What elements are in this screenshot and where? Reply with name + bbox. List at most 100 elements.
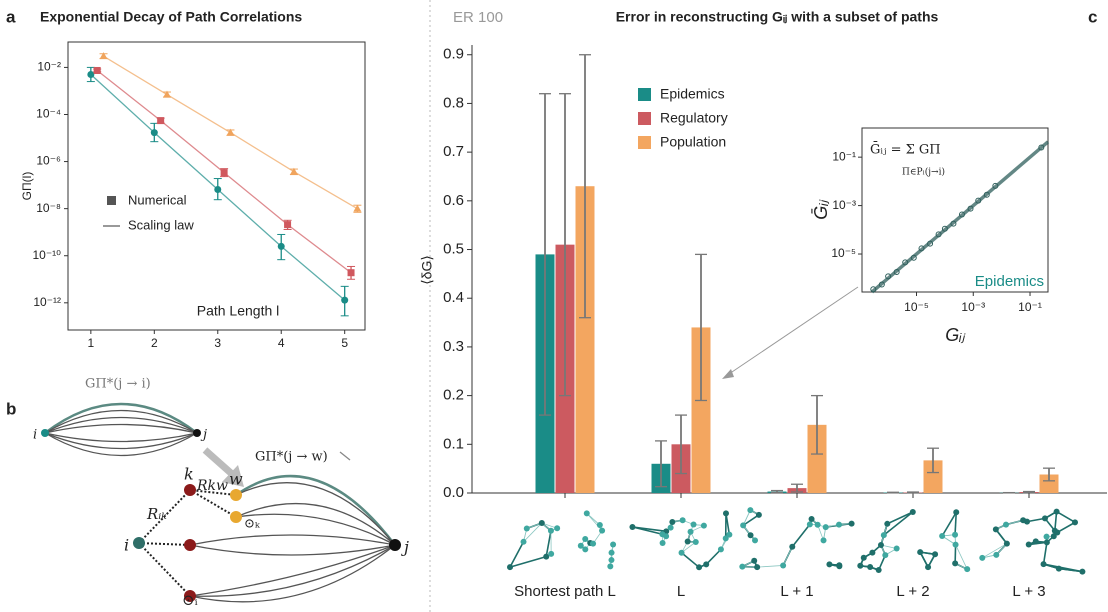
x-tick-label: 10⁻⁵	[904, 300, 929, 314]
scatter-point	[902, 259, 909, 266]
y-tick-label: 0.5	[443, 240, 464, 257]
data-point	[284, 221, 292, 229]
x-tick-label: 4	[278, 336, 285, 350]
data-point	[93, 66, 101, 74]
network-node	[659, 539, 666, 546]
x-tick-label: Shortest path L	[514, 583, 616, 600]
diagram-label: j	[200, 428, 207, 443]
y-axis-label: GΠ(l)	[20, 172, 34, 201]
network-edge	[955, 544, 968, 570]
network-node	[667, 524, 674, 531]
network-edge	[1054, 511, 1058, 531]
network-edge	[705, 548, 722, 565]
diagram-label: Rkw	[196, 478, 228, 494]
scatter-point	[927, 240, 934, 247]
scatter-point	[967, 205, 974, 212]
network-edge	[1056, 510, 1076, 524]
y-tick-label: 10⁻¹⁰	[33, 248, 62, 262]
network-node	[917, 549, 924, 556]
y-tick-label: 0.4	[443, 289, 464, 306]
network-edge	[1056, 521, 1076, 534]
network-node	[1041, 515, 1048, 522]
scatter-point	[935, 231, 942, 238]
network-edge	[782, 546, 793, 566]
diagram-label: GΠ*(j → w)	[255, 450, 328, 465]
network-node	[678, 549, 685, 556]
network-node	[820, 537, 827, 544]
network-node	[722, 535, 729, 542]
network-edge	[509, 555, 547, 568]
network-node	[554, 525, 561, 532]
network-node	[780, 562, 787, 569]
network-edge	[586, 513, 603, 531]
scatter-point	[983, 191, 990, 198]
network-node	[952, 531, 959, 538]
x-tick-label: 3	[214, 336, 221, 350]
network-node	[726, 531, 733, 538]
network-edge	[791, 523, 811, 548]
network-node	[1002, 521, 1009, 528]
network-node	[979, 554, 986, 561]
diagram-label: j	[401, 538, 409, 557]
network-node	[583, 510, 590, 517]
y-tick-label: 10⁻⁶	[36, 154, 61, 168]
network-node	[690, 521, 697, 528]
x-tick-label: L	[677, 583, 685, 600]
network-node	[684, 538, 691, 545]
x-tick-label: 1	[88, 336, 95, 350]
bar	[807, 424, 827, 493]
network-node	[1003, 540, 1010, 547]
data-point	[341, 296, 349, 304]
diagram-label: ⊙ₖ	[244, 517, 261, 532]
network-edge	[886, 511, 914, 525]
data-point	[214, 186, 222, 194]
bar	[575, 186, 595, 493]
network-node	[939, 533, 946, 540]
network-node	[520, 538, 527, 545]
data-point	[163, 90, 171, 98]
network-node	[867, 563, 874, 570]
network-node	[692, 539, 699, 546]
network-node	[822, 524, 829, 531]
network-edge	[1058, 567, 1083, 573]
network-node	[952, 541, 959, 548]
scatter-point	[878, 281, 885, 288]
network-node	[1053, 508, 1060, 515]
legend-symbol	[638, 112, 651, 125]
panel-letter: b	[6, 399, 16, 418]
y-tick-label: 10⁻⁴	[36, 107, 61, 121]
y-tick-label: 10⁻¹²	[33, 295, 61, 309]
network-node	[884, 520, 891, 527]
data-point	[353, 204, 362, 212]
scatter-point	[918, 245, 925, 252]
network-node	[659, 531, 666, 538]
diagram	[41, 402, 401, 603]
y-tick-label: 10⁻⁸	[36, 201, 61, 215]
network-node	[543, 553, 550, 560]
network-edge	[1026, 517, 1046, 523]
diagram-label: ⊙ᵢ	[182, 591, 198, 609]
network-node	[1055, 565, 1062, 572]
bar	[923, 460, 943, 493]
panel-letter: a	[6, 7, 16, 26]
network-node	[582, 536, 589, 543]
inset-arrowhead	[722, 369, 734, 379]
legend-symbol	[638, 88, 651, 101]
network-node	[880, 532, 887, 539]
legend-label: Numerical	[128, 192, 187, 207]
network-node	[1072, 519, 1079, 526]
data-point	[347, 269, 355, 277]
network-node	[740, 522, 747, 529]
network-node	[964, 566, 971, 573]
network-node	[590, 540, 597, 547]
network-node	[747, 507, 754, 514]
network-node	[836, 521, 843, 528]
network-node	[789, 543, 796, 550]
network-node	[577, 542, 584, 549]
scatter-point	[958, 211, 965, 218]
network-node	[826, 561, 833, 568]
network-node	[1054, 529, 1061, 536]
annotation: ER 100	[453, 9, 503, 26]
scatter-point	[910, 254, 917, 261]
data-point	[220, 169, 228, 177]
